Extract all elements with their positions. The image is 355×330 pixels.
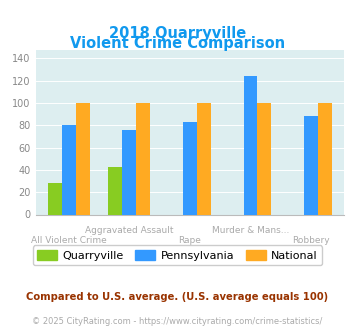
Text: Compared to U.S. average. (U.S. average equals 100): Compared to U.S. average. (U.S. average … (26, 292, 329, 302)
Bar (109, 167, 122, 214)
Bar (48, 183, 62, 214)
Text: Murder & Mans...: Murder & Mans... (212, 226, 289, 235)
Bar (136, 103, 150, 214)
Text: Robbery: Robbery (292, 236, 330, 245)
Bar (122, 130, 136, 214)
Bar (318, 103, 332, 214)
Text: 2018 Quarryville: 2018 Quarryville (109, 26, 246, 41)
Text: Rape: Rape (179, 236, 201, 245)
Text: © 2025 CityRating.com - https://www.cityrating.com/crime-statistics/: © 2025 CityRating.com - https://www.city… (32, 317, 323, 326)
Bar (183, 122, 197, 214)
Text: Aggravated Assault: Aggravated Assault (85, 226, 174, 235)
Text: All Violent Crime: All Violent Crime (31, 236, 107, 245)
Text: Violent Crime Comparison: Violent Crime Comparison (70, 36, 285, 51)
Bar (257, 103, 271, 214)
Bar (62, 125, 76, 214)
Bar (304, 116, 318, 214)
Legend: Quarryville, Pennsylvania, National: Quarryville, Pennsylvania, National (33, 246, 322, 265)
Bar (244, 76, 257, 214)
Bar (197, 103, 211, 214)
Bar (76, 103, 90, 214)
